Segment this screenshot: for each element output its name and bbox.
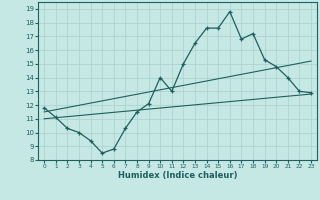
X-axis label: Humidex (Indice chaleur): Humidex (Indice chaleur) xyxy=(118,171,237,180)
